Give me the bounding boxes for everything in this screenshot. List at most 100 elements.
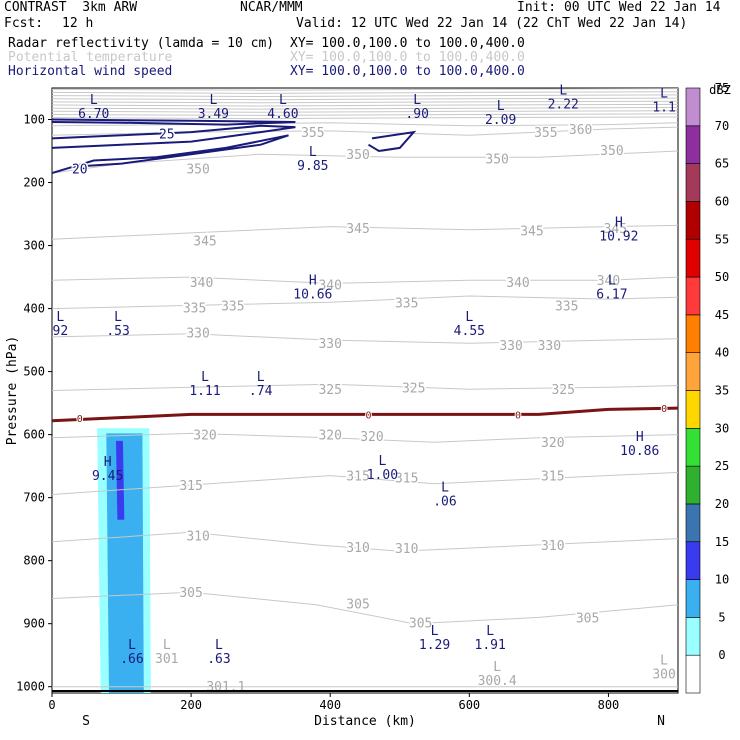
theta-contour-upper bbox=[51, 88, 679, 91]
wind-contour-25 bbox=[51, 124, 296, 149]
theta-contour-upper bbox=[51, 91, 679, 94]
colorbar-swatch-0 bbox=[685, 654, 701, 694]
theta-label: 335 bbox=[183, 301, 206, 316]
theta-contour-335 bbox=[51, 295, 679, 310]
theta-label: 305 bbox=[179, 586, 202, 601]
extremum-symbol: L bbox=[209, 93, 217, 108]
colorbar-tick-label: 45 bbox=[715, 308, 729, 322]
extremum-symbol: L bbox=[257, 370, 265, 385]
colorbar-swatch-30 bbox=[685, 428, 701, 467]
extremum-value: 1.11 bbox=[189, 384, 220, 399]
extremum-symbol: L bbox=[215, 638, 223, 653]
plot-frame bbox=[51, 87, 679, 694]
colorbar-swatch-40 bbox=[685, 352, 701, 391]
theta-label: 340 bbox=[597, 274, 620, 289]
extremum-symbol: L bbox=[559, 83, 567, 98]
model-title: CONTRAST 3km ARW bbox=[4, 0, 138, 15]
theta-contour-325 bbox=[51, 383, 679, 391]
theta-label: 355 bbox=[534, 126, 557, 141]
south-end-label: S bbox=[82, 714, 90, 729]
theta-contour-upper bbox=[51, 116, 679, 120]
colorbar-tick-label: 70 bbox=[715, 119, 729, 133]
extremum-value: 1.1 bbox=[652, 100, 675, 115]
wind-label: 25 bbox=[159, 127, 175, 142]
colorbar-swatch-10 bbox=[685, 579, 701, 618]
extremum-symbol: L bbox=[465, 310, 473, 325]
theta-label: 345 bbox=[346, 222, 369, 237]
theta-label: 330 bbox=[318, 337, 341, 352]
field-name-theta: Potential temperature bbox=[8, 50, 173, 65]
theta-label: 340 bbox=[318, 279, 341, 294]
field-xy-wind: XY= 100.0,100.0 to 100.0,400.0 bbox=[290, 64, 525, 79]
center-label: NCAR/MMM bbox=[240, 0, 303, 15]
theta-label: 340 bbox=[190, 276, 213, 291]
colorbar-swatch-20 bbox=[685, 503, 701, 543]
extremum-symbol: L bbox=[90, 93, 98, 108]
theta-label: 330 bbox=[538, 339, 561, 354]
extremum-symbol: L bbox=[114, 310, 122, 325]
theta-label: 305 bbox=[576, 611, 599, 626]
extremum-value: .90 bbox=[405, 107, 428, 122]
y-tick-label: 700 bbox=[23, 491, 45, 505]
colorbar-tick-label: 15 bbox=[715, 535, 729, 549]
colorbar-tick-label: 65 bbox=[715, 157, 729, 171]
theta-label: 360 bbox=[569, 123, 592, 138]
theta-contour-305 bbox=[51, 591, 679, 625]
colorbar-tick-label: 10 bbox=[715, 573, 729, 587]
theta-extremum-symbol: L bbox=[660, 654, 668, 669]
extremum-value: .63 bbox=[207, 652, 230, 667]
theta-label: 340 bbox=[506, 276, 529, 291]
theta-label: 325 bbox=[551, 383, 574, 398]
theta-contour-upper bbox=[51, 110, 679, 113]
extremum-symbol: L bbox=[413, 93, 421, 108]
wind-label: 20 bbox=[72, 163, 88, 178]
theta-label: 350 bbox=[346, 148, 369, 163]
x-tick-label: 400 bbox=[319, 698, 341, 712]
colorbar-tick-label: 60 bbox=[715, 194, 729, 208]
theta-extremum-value: 300 bbox=[652, 668, 675, 683]
freezing-level-label: 0 bbox=[661, 404, 667, 415]
extremum-symbol: L bbox=[56, 310, 64, 325]
y-tick-label: 800 bbox=[23, 554, 45, 568]
extremum-value: 6.17 bbox=[596, 288, 627, 303]
colorbar-unit: dBZ bbox=[709, 83, 731, 97]
extremum-symbol: L bbox=[309, 145, 317, 160]
theta-label: 345 bbox=[520, 224, 543, 239]
theta-label: 305 bbox=[346, 598, 369, 613]
theta-label: 345 bbox=[604, 222, 627, 237]
extremum-value: 4.55 bbox=[454, 324, 485, 339]
extremum-value: 1.00 bbox=[367, 468, 398, 483]
colorbar-tick-label: 20 bbox=[715, 497, 729, 511]
extremum-value: .06 bbox=[433, 494, 456, 509]
north-end-label: N bbox=[657, 714, 665, 729]
theta-label: 310 bbox=[346, 541, 369, 556]
colorbar-tick-label: 50 bbox=[715, 270, 729, 284]
wind-contour-20 bbox=[51, 134, 289, 175]
theta-label: 355 bbox=[301, 126, 324, 141]
theta-label: 320 bbox=[360, 430, 383, 445]
theta-extremum-symbol: L bbox=[493, 660, 501, 675]
extremum-symbol: L bbox=[441, 480, 449, 495]
theta-label: 330 bbox=[186, 327, 209, 342]
extremum-value: 2.22 bbox=[548, 97, 579, 112]
theta-extremum-symbol: L bbox=[163, 638, 171, 653]
y-tick-label: 500 bbox=[23, 365, 45, 379]
theta-label: 310 bbox=[186, 529, 209, 544]
valid-time: Valid: 12 UTC Wed 22 Jan 14 (22 ChT Wed … bbox=[296, 16, 688, 31]
extremum-value: 10.86 bbox=[620, 444, 659, 459]
y-tick-label: 200 bbox=[23, 176, 45, 190]
y-tick-label: 1000 bbox=[16, 680, 45, 694]
extremum-symbol: L bbox=[279, 93, 287, 108]
theta-contour-upper bbox=[51, 97, 679, 101]
theta-extremum-value: 301.1 bbox=[206, 680, 245, 695]
colorbar-tick-label: 75 bbox=[715, 81, 729, 95]
y-tick-label: 600 bbox=[23, 428, 45, 442]
y-tick-label: 900 bbox=[23, 617, 45, 631]
theta-label: 350 bbox=[600, 144, 623, 159]
fcst-value: 12 h bbox=[62, 16, 94, 31]
theta-label: 350 bbox=[186, 163, 209, 178]
extremum-value: 1.91 bbox=[475, 638, 506, 653]
x-tick-label: 800 bbox=[598, 698, 620, 712]
extremum-value: 2.09 bbox=[485, 113, 516, 128]
theta-label: 315 bbox=[346, 470, 369, 485]
